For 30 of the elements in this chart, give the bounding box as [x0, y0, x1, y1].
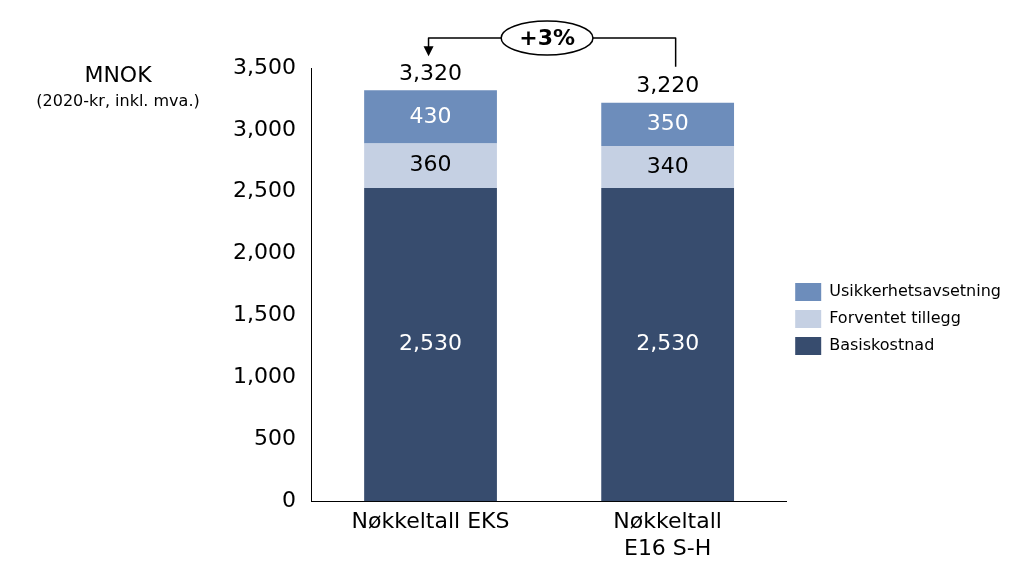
legend-label: Basiskostnad — [829, 335, 935, 355]
bar — [364, 188, 497, 502]
y-axis-title: MNOK — [84, 61, 153, 87]
x-tick-label: Nøkkeltall E16 S-H — [613, 508, 722, 560]
y-tick-label: 500 — [253, 425, 296, 451]
y-tick-label: 2,000 — [233, 239, 296, 265]
y-tick-label: 1,500 — [233, 301, 296, 327]
bar — [601, 102, 735, 146]
bar — [364, 143, 497, 189]
data-label: 350 — [646, 110, 689, 136]
data-label: 430 — [409, 102, 452, 128]
data-label: 2,530 — [399, 330, 463, 356]
y-tick-label: 3,500 — [233, 53, 296, 79]
text: +3% — [519, 24, 575, 50]
data-label: 360 — [409, 151, 452, 177]
y-tick-label: 0 — [281, 486, 296, 512]
y-tick-label: 3,000 — [233, 115, 296, 141]
x-tick-label: Nøkkeltall EKS — [351, 508, 510, 534]
bar — [601, 145, 735, 189]
data-label: 340 — [646, 152, 689, 178]
legend-label: Forventet tillegg — [829, 308, 961, 328]
y-tick-label: 2,500 — [233, 177, 296, 203]
total-label: 3,320 — [399, 60, 463, 85]
total-label: 3,220 — [636, 72, 700, 98]
text: (2020-kr, inkl. mva.) — [36, 91, 200, 111]
bar — [364, 90, 497, 144]
legend-label: Usikkerhetsavsetning — [829, 281, 1001, 301]
y-tick-label: 1,000 — [233, 363, 296, 389]
data-label: 2,530 — [636, 330, 700, 356]
bar — [601, 188, 735, 502]
